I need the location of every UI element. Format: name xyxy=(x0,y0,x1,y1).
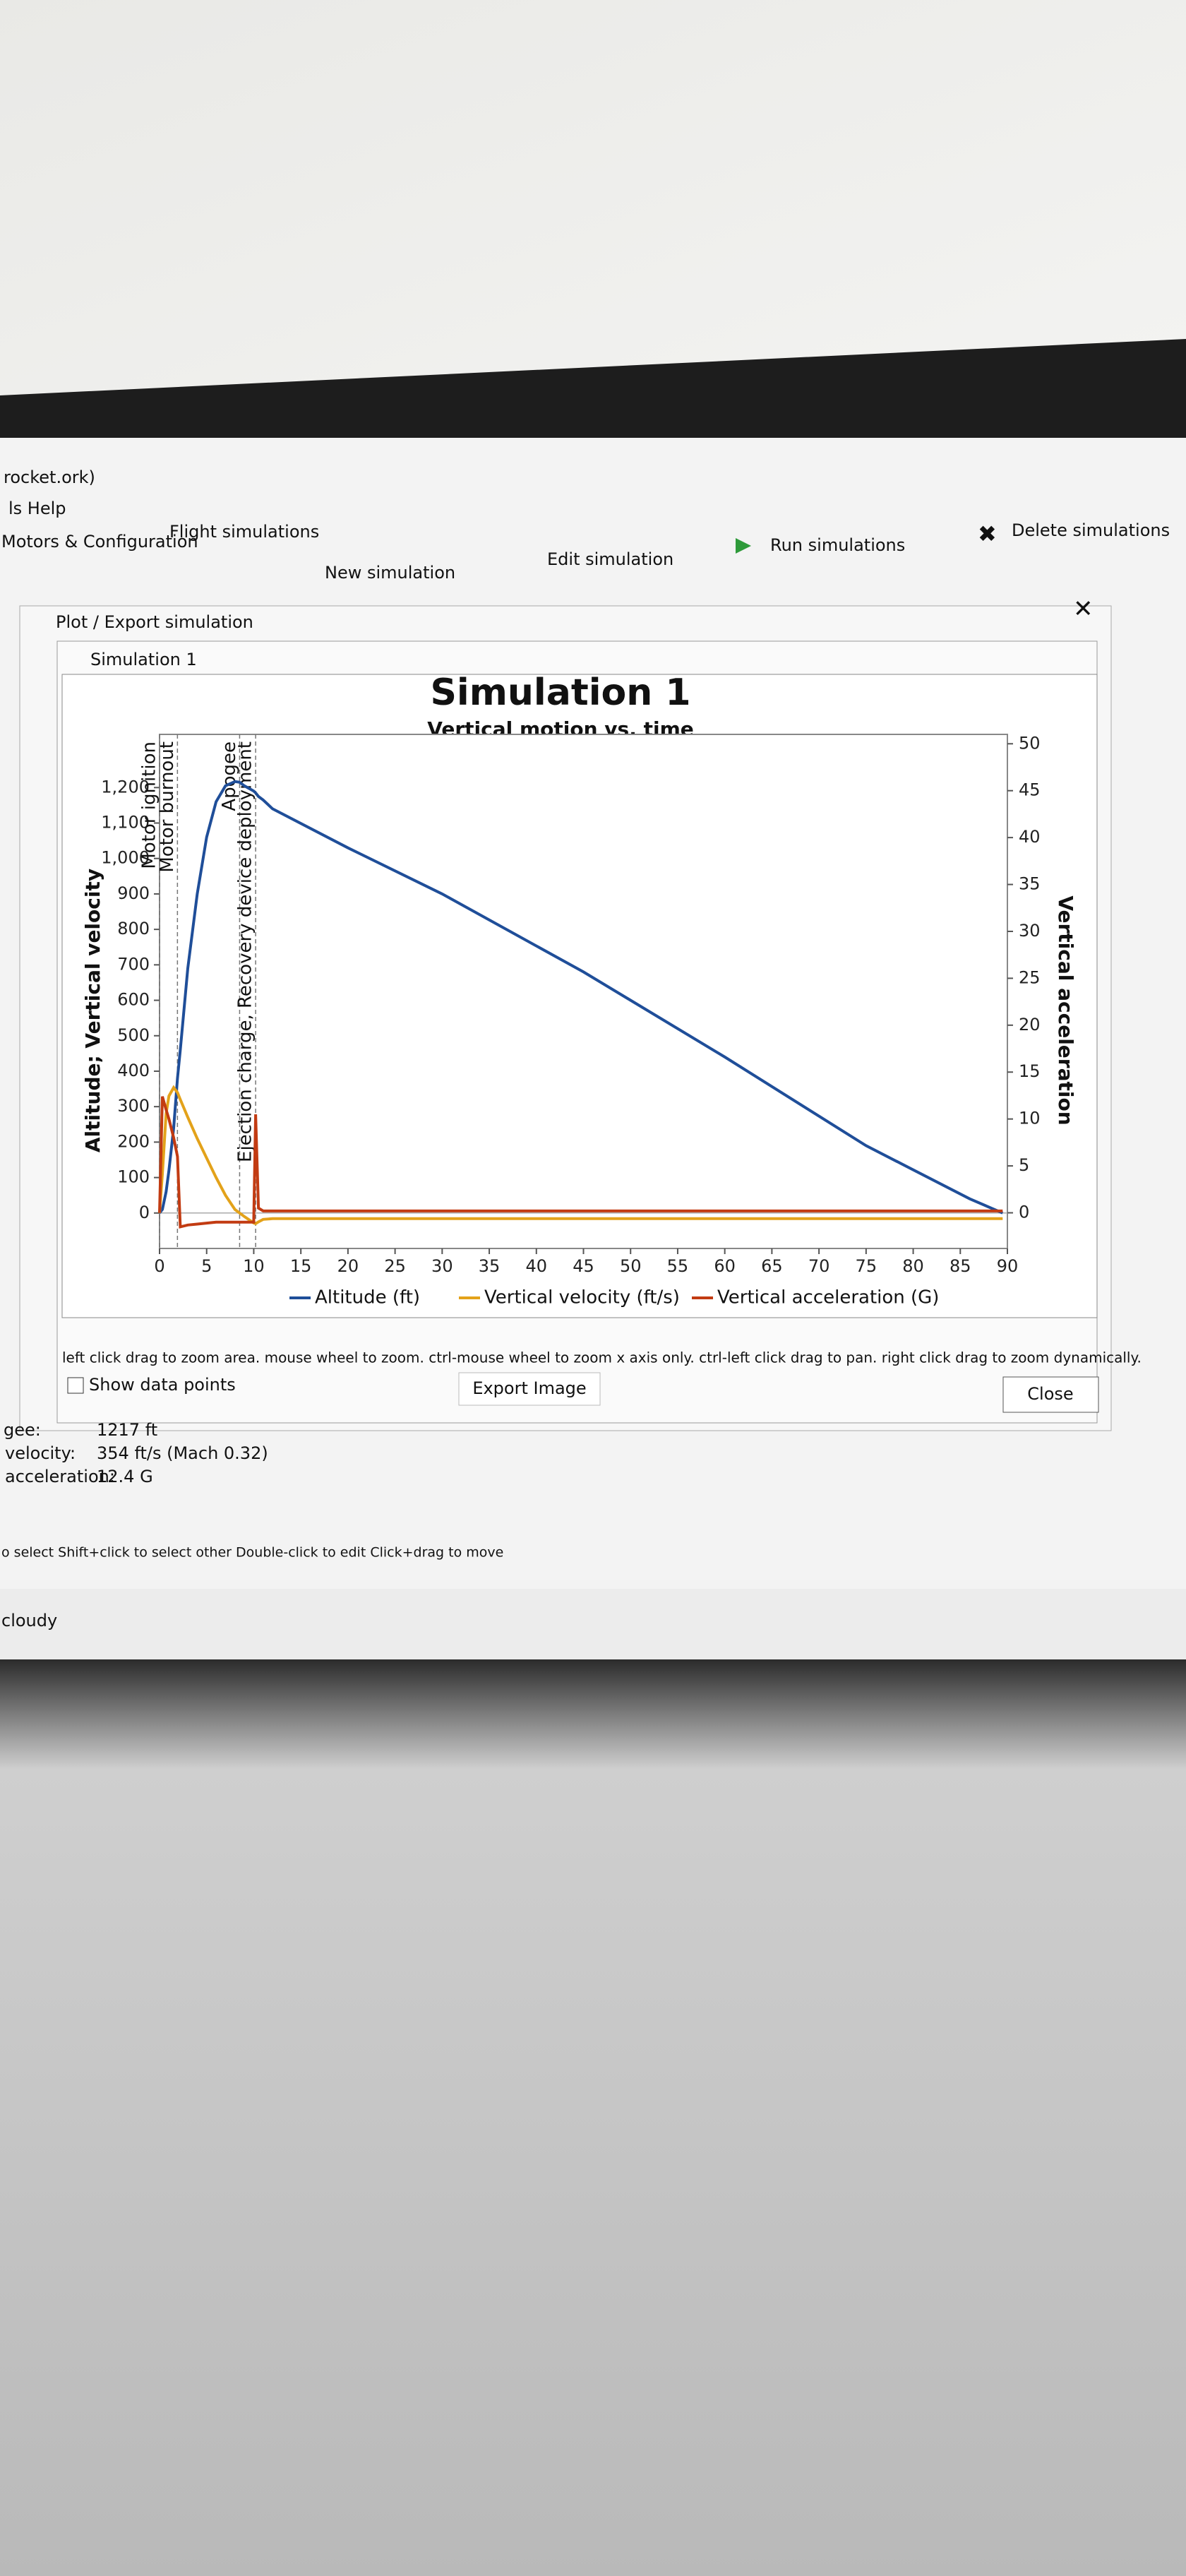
taskbar xyxy=(0,1589,1186,1666)
x-tick-label: 15 xyxy=(290,1256,312,1276)
tab[interactable]: Flight simulations xyxy=(169,522,319,542)
x-tick-label: 50 xyxy=(620,1256,642,1276)
close-icon[interactable]: ✕ xyxy=(1073,595,1094,624)
checkbox[interactable] xyxy=(67,1377,84,1394)
x-tick-label: 85 xyxy=(950,1256,971,1276)
y-tick-label: 0 xyxy=(139,1203,150,1222)
y-tick-label: 600 xyxy=(117,990,150,1010)
y-axis-label: Altitude; Vertical velocity xyxy=(81,869,104,1152)
event-label: Motor burnout xyxy=(157,741,178,873)
export-label[interactable]: Export Image xyxy=(472,1378,586,1398)
x-tick-label: 55 xyxy=(667,1256,689,1276)
event-label: Apogee xyxy=(219,741,240,811)
y-tick-label: 500 xyxy=(117,1025,150,1045)
x-tick-label: 30 xyxy=(431,1256,453,1276)
dialog-title: Plot / Export simulation xyxy=(56,612,253,632)
stat-label: velocity: xyxy=(5,1443,76,1463)
x-tick-label: 25 xyxy=(384,1256,406,1276)
close-label[interactable]: Close xyxy=(1027,1384,1073,1404)
toolbar-button[interactable]: New simulation xyxy=(325,563,455,583)
toolbar-button[interactable]: Edit simulation xyxy=(547,549,673,569)
y-tick-label: 200 xyxy=(117,1131,150,1151)
y2-tick-label: 10 xyxy=(1019,1109,1041,1128)
x-tick-label: 90 xyxy=(997,1256,1019,1276)
event-label: Ejection charge, Recovery device deploym… xyxy=(235,741,256,1162)
y2-tick-label: 15 xyxy=(1019,1061,1041,1081)
y-tick-label: 900 xyxy=(117,883,150,903)
y2-axis-label: Vertical acceleration xyxy=(1054,895,1077,1125)
y2-tick-label: 40 xyxy=(1019,827,1041,847)
weather: cloudy xyxy=(1,1611,57,1630)
y2-tick-label: 35 xyxy=(1019,874,1041,894)
y2-tick-label: 20 xyxy=(1019,1015,1041,1034)
y-tick-label: 400 xyxy=(117,1061,150,1080)
series-line xyxy=(158,1085,1003,1226)
legend-label: Vertical acceleration (G) xyxy=(717,1287,939,1308)
x-tick-label: 35 xyxy=(479,1256,501,1276)
checkbox-label[interactable]: Show data points xyxy=(89,1375,236,1395)
x-tick-label: 45 xyxy=(573,1256,594,1276)
stat-label: acceleration: xyxy=(5,1467,115,1486)
laptop-bezel xyxy=(0,339,1186,452)
y2-tick-label: 0 xyxy=(1019,1203,1029,1222)
y-tick-label: 300 xyxy=(117,1096,150,1116)
y-tick-label: 1,200 xyxy=(101,777,150,797)
close-button[interactable] xyxy=(1002,1376,1099,1413)
legend-label: Vertical velocity (ft/s) xyxy=(484,1287,680,1308)
toolbar-button[interactable]: Run simulations xyxy=(770,535,905,555)
menu[interactable]: ls Help xyxy=(8,499,66,518)
y-tick-label: 1,100 xyxy=(101,813,150,833)
x-tick-label: 5 xyxy=(201,1256,212,1276)
stat-value: 354 ft/s (Mach 0.32) xyxy=(97,1443,268,1463)
series-line xyxy=(158,780,1004,1215)
x-tick-label: 10 xyxy=(243,1256,265,1276)
stat-value: 1217 ft xyxy=(97,1420,157,1440)
y-tick-label: 100 xyxy=(117,1167,150,1187)
y2-tick-label: 25 xyxy=(1019,967,1041,987)
y-tick-label: 1,000 xyxy=(101,848,150,868)
tab[interactable]: Motors & Configuration xyxy=(1,532,198,551)
stat-label: gee: xyxy=(4,1420,41,1440)
series-line xyxy=(158,1096,1003,1229)
y2-tick-label: 5 xyxy=(1019,1155,1029,1175)
delete-icon: ✖ xyxy=(978,520,997,547)
toolbar-button[interactable]: Delete simulations xyxy=(1012,520,1170,540)
x-tick-label: 60 xyxy=(714,1256,736,1276)
y2-tick-label: 30 xyxy=(1019,921,1041,941)
stat-value: 12.4 G xyxy=(97,1467,153,1486)
run-icon xyxy=(736,538,751,554)
x-tick-label: 20 xyxy=(337,1256,359,1276)
x-tick-label: 70 xyxy=(808,1256,830,1276)
event-label: Motor ignition xyxy=(139,741,160,869)
x-tick-label: 75 xyxy=(856,1256,877,1276)
chart-title: Simulation 1 xyxy=(430,672,690,714)
status-bar: o select Shift+click to select other Dou… xyxy=(1,1545,503,1561)
x-tick-label: 40 xyxy=(526,1256,548,1276)
y2-tick-label: 45 xyxy=(1019,780,1041,800)
legend-label: Altitude (ft) xyxy=(315,1287,420,1308)
y-tick-label: 700 xyxy=(117,954,150,974)
app-title: rocket.ork) xyxy=(4,467,95,487)
x-tick-label: 80 xyxy=(902,1256,924,1276)
y-tick-label: 800 xyxy=(117,919,150,938)
y2-tick-label: 50 xyxy=(1019,733,1041,753)
export-button[interactable] xyxy=(458,1372,601,1406)
keyboard xyxy=(0,1659,1186,2576)
window-title: Simulation 1 xyxy=(90,650,197,669)
chart: Simulation 1 Vertical motion vs. time Al… xyxy=(81,672,1077,1308)
x-tick-label: 0 xyxy=(154,1256,164,1276)
plot-area xyxy=(159,734,1008,1249)
x-tick-label: 65 xyxy=(761,1256,783,1276)
hint: left click drag to zoom area. mouse whee… xyxy=(62,1349,1142,1366)
